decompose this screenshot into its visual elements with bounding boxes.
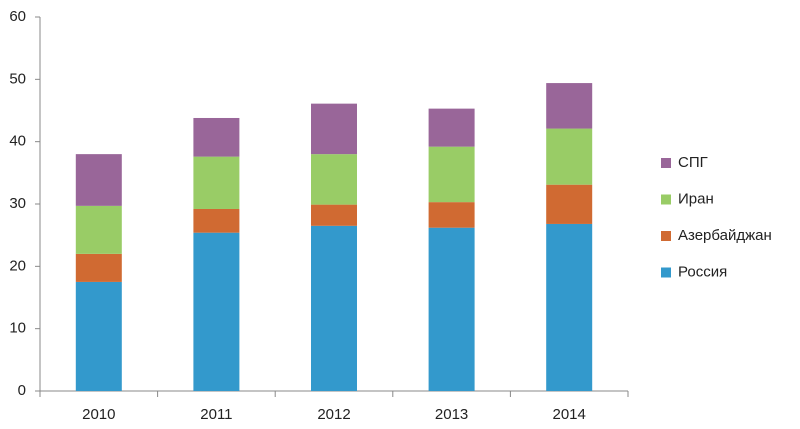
legend-label: Иран xyxy=(678,190,714,207)
y-tick-label: 50 xyxy=(9,70,26,87)
bar-segment xyxy=(546,83,593,129)
bar-segment xyxy=(428,227,475,391)
bar-segment xyxy=(546,128,593,185)
bar-segment xyxy=(311,225,357,391)
x-tick-label: 2013 xyxy=(435,406,468,423)
x-tick-label: 2014 xyxy=(553,406,586,423)
y-tick-label: 30 xyxy=(9,195,26,212)
bar-segment xyxy=(428,146,475,203)
y-tick-label: 20 xyxy=(9,257,26,274)
legend-label: СПГ xyxy=(678,154,708,171)
x-tick-label: 2010 xyxy=(82,406,115,423)
bar-segment xyxy=(75,154,122,206)
y-tick-label: 10 xyxy=(9,320,26,337)
legend-swatch xyxy=(661,231,671,241)
bar-segment xyxy=(428,202,475,228)
x-tick-label: 2011 xyxy=(200,406,232,423)
bar-segment xyxy=(311,103,357,155)
y-tick-label: 40 xyxy=(9,133,26,150)
bar-segment xyxy=(311,154,357,205)
y-tick-label: 60 xyxy=(9,8,26,25)
bar-segment xyxy=(193,208,240,233)
bar-segment xyxy=(428,108,475,147)
bar-segment xyxy=(546,184,593,224)
legend-label: Азербайджан xyxy=(678,227,772,244)
x-tick-label: 2012 xyxy=(317,406,350,423)
legend-swatch xyxy=(661,267,671,278)
bar-segment xyxy=(193,232,240,391)
bar-segment xyxy=(75,253,122,282)
bar-segment xyxy=(75,281,122,391)
bar-segment xyxy=(193,117,240,157)
legend-label: Россия xyxy=(678,263,727,280)
bar-segment xyxy=(311,204,357,226)
bar-segment xyxy=(193,156,240,209)
bar-segment xyxy=(546,223,593,391)
bar-segment xyxy=(75,205,122,254)
y-tick-label: 0 xyxy=(18,382,26,399)
legend-swatch xyxy=(661,194,671,205)
legend-swatch xyxy=(661,158,671,168)
